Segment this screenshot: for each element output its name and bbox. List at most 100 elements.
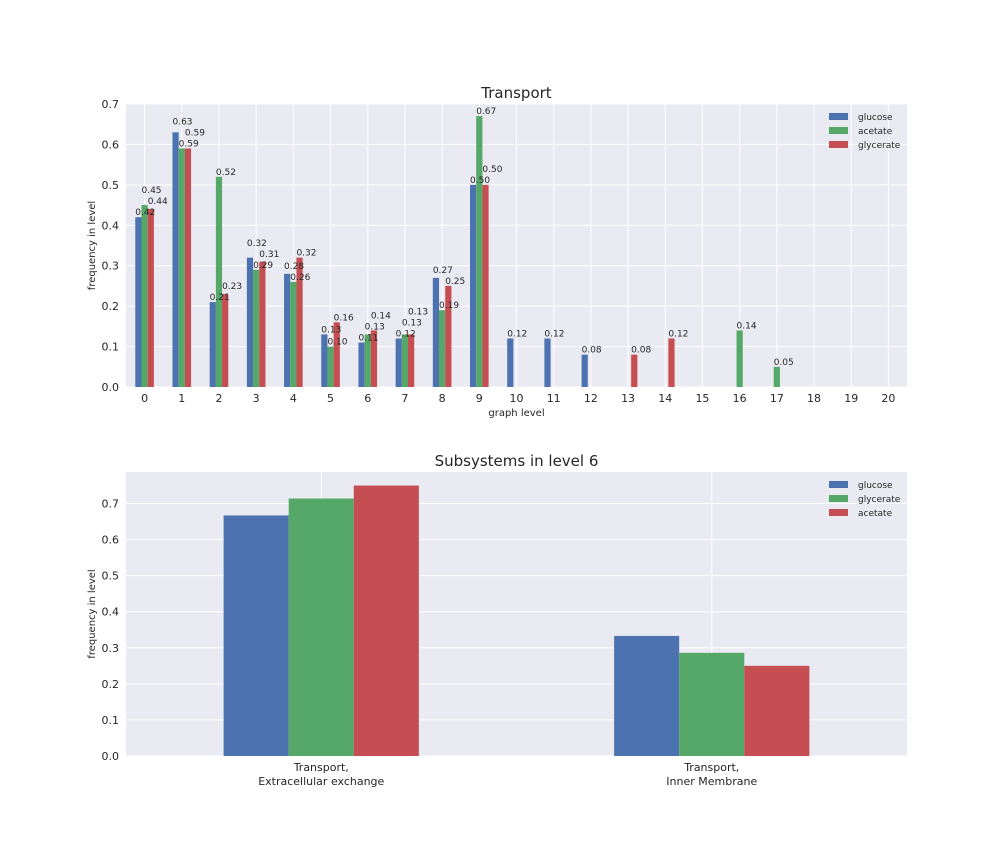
data-label: 0.05: [774, 358, 794, 368]
bar-glucose: [614, 635, 680, 756]
legend: glucose glycerate acetate: [829, 481, 901, 519]
data-label: 0.12: [668, 329, 688, 339]
x-tick-label: 0: [141, 392, 148, 405]
bar-glucose: [544, 338, 551, 387]
x-tick-label: 14: [658, 392, 672, 405]
legend: glucose acetate glycerate: [829, 113, 901, 151]
bar-glycerate: [445, 285, 452, 387]
data-label: 0.13: [321, 325, 341, 335]
bar-acetate: [364, 334, 371, 387]
x-tick-label: 8: [439, 392, 446, 405]
data-label: 0.14: [371, 312, 391, 322]
bar-glucose: [470, 184, 477, 387]
data-label: 0.08: [631, 346, 651, 356]
bar-glucose: [321, 334, 328, 387]
y-tick-label: 0.2: [102, 300, 120, 313]
x-tick-label: Transport, Inner Membrane: [666, 761, 757, 788]
x-tick-label: 9: [476, 392, 483, 405]
x-tick-label-line: Transport,: [683, 761, 739, 774]
figure: 0.00.10.20.30.40.50.60.70 1 2 3 4 5 6 7 8 9 10 11 12…: [87, 84, 907, 788]
data-label: 0.29: [253, 261, 273, 271]
data-label: 0.31: [259, 250, 279, 260]
bar-glycerate: [631, 354, 638, 387]
data-label: 0.32: [247, 239, 267, 249]
bar-glucose: [432, 277, 440, 387]
y-tick-label: 0.5: [102, 570, 120, 583]
bar-acetate: [439, 310, 446, 387]
bar-glucose: [581, 354, 588, 387]
x-tick-label: 2: [215, 392, 222, 405]
y-axis-label: frequency in level: [87, 201, 98, 290]
legend-label: acetate: [858, 127, 893, 137]
data-label: 0.67: [476, 107, 496, 117]
x-tick-label: 1: [178, 392, 185, 405]
x-tick-label: 3: [253, 392, 260, 405]
data-label: 0.16: [334, 313, 354, 323]
data-label: 0.11: [358, 334, 378, 344]
y-tick-label: 0.7: [102, 498, 120, 511]
data-label: 0.50: [470, 176, 490, 186]
bar-acetate: [744, 665, 810, 756]
x-tick-label: 12: [584, 392, 598, 405]
x-tick-label: 7: [401, 392, 408, 405]
bar-glucose: [284, 273, 291, 387]
bar-acetate: [178, 148, 185, 387]
legend-swatch-acetate: [829, 509, 848, 516]
data-label: 0.63: [172, 117, 192, 127]
legend-label: glucose: [858, 481, 893, 491]
x-tick-label-line: Transport,: [293, 761, 349, 774]
data-label: 0.23: [222, 282, 242, 292]
bar-glucose: [395, 338, 402, 387]
bar-glycerate: [333, 322, 340, 387]
legend-label: acetate: [858, 509, 893, 519]
x-tick-label: 18: [807, 392, 821, 405]
bar-glycerate: [259, 261, 266, 387]
data-label: 0.28: [284, 262, 304, 272]
legend-swatch-glucose: [829, 113, 848, 120]
y-tick-label: 0.4: [102, 219, 120, 232]
data-label: 0.12: [507, 329, 527, 339]
data-label: 0.32: [296, 249, 316, 259]
bar-glycerate: [370, 330, 378, 387]
bar-acetate: [773, 366, 780, 387]
data-label: 0.13: [365, 323, 385, 333]
bar-glycerate: [296, 257, 303, 387]
bar-glucose: [172, 132, 179, 387]
data-label: 0.12: [544, 329, 564, 339]
bar-glucose: [223, 515, 289, 756]
x-tick-label: 19: [844, 392, 858, 405]
y-tick-label: 0.2: [102, 678, 120, 691]
x-tick-label: 20: [881, 392, 895, 405]
x-tick-label-line: Inner Membrane: [666, 775, 757, 788]
y-tick-label: 0.7: [102, 98, 120, 111]
data-label: 0.42: [135, 208, 155, 218]
bar-acetate: [290, 281, 297, 387]
legend-swatch-glycerate: [829, 141, 848, 148]
bar-acetate: [736, 330, 743, 387]
legend-label: glucose: [858, 113, 893, 123]
bar-glycerate: [408, 334, 415, 387]
bar-glucose: [209, 302, 216, 387]
data-label: 0.12: [396, 329, 416, 339]
data-label: 0.26: [290, 273, 310, 283]
bar-acetate: [401, 334, 409, 387]
data-label: 0.13: [408, 307, 428, 317]
bar-acetate: [215, 176, 223, 387]
x-tick-label: 13: [621, 392, 635, 405]
data-label: 0.50: [482, 165, 502, 175]
legend-swatch-glycerate: [829, 495, 848, 502]
data-label: 0.25: [445, 277, 465, 287]
bar-glycerate: [147, 209, 154, 387]
y-tick-label: 0.1: [102, 714, 120, 727]
x-tick-label: 15: [695, 392, 709, 405]
x-tick-label: 11: [547, 392, 561, 405]
data-label: 0.59: [185, 128, 205, 138]
x-axis-label: graph level: [488, 408, 544, 419]
bar-glucose: [358, 342, 365, 387]
y-tick-label: 0.6: [102, 534, 120, 547]
x-tick-label: 6: [364, 392, 371, 405]
bar-glycerate: [288, 498, 354, 756]
data-label: 0.10: [327, 338, 347, 348]
bar-acetate: [327, 346, 334, 387]
